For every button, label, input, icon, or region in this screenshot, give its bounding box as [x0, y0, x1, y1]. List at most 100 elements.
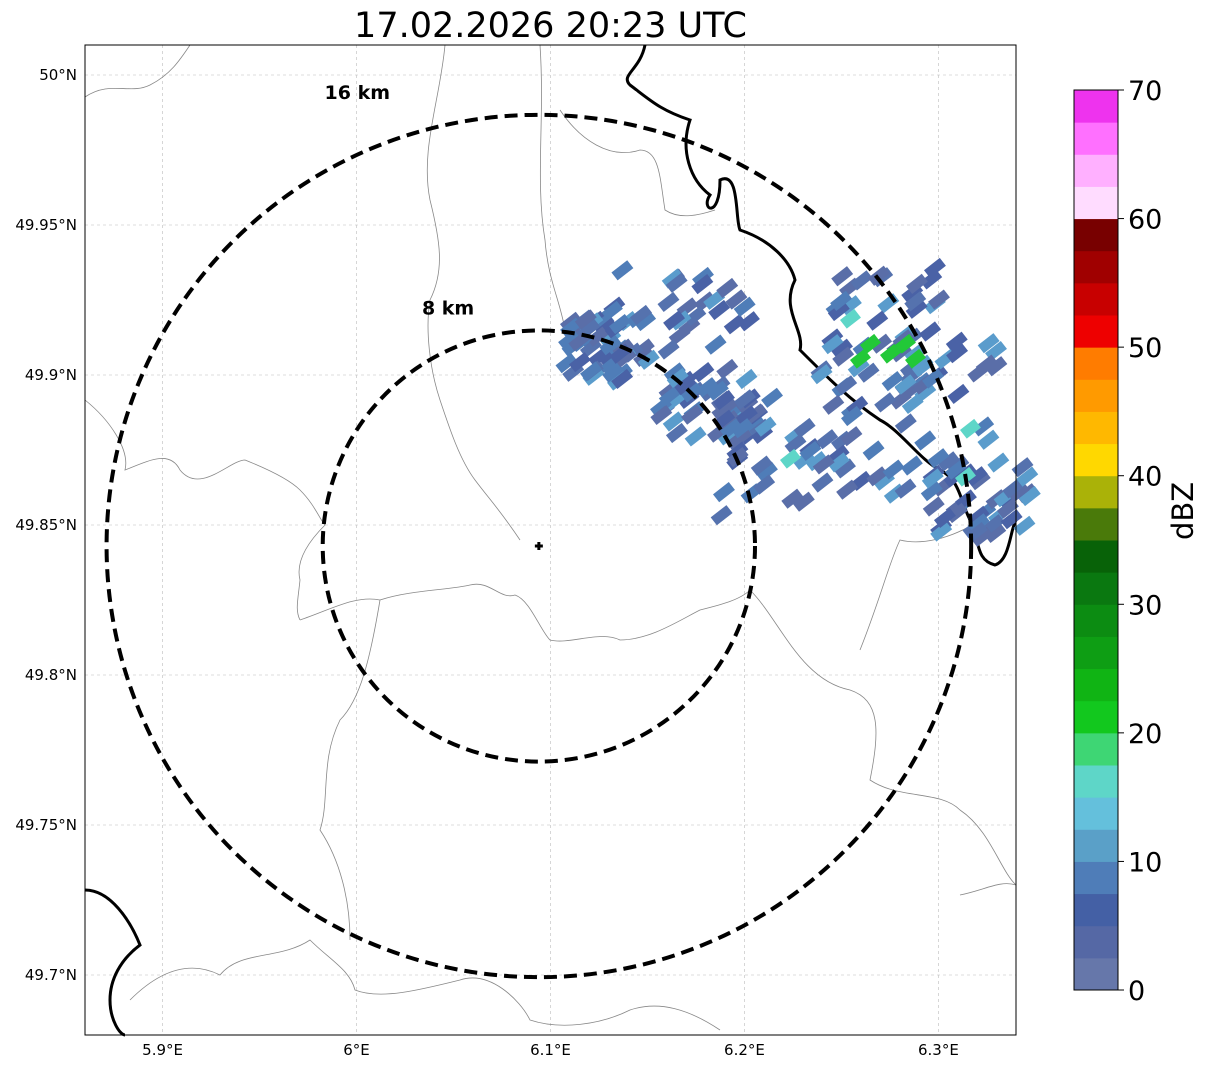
- echo-cell: [662, 411, 685, 432]
- colorbar-bin: [1074, 572, 1118, 605]
- echo-cell: [1011, 457, 1034, 478]
- border-line: [559, 109, 716, 217]
- y-tick-label: 49.85°N: [15, 516, 77, 534]
- y-tick-label: 49.8°N: [25, 666, 77, 684]
- echo-cell-strong: [880, 343, 901, 364]
- echo-cell: [665, 272, 688, 293]
- echo-cell: [630, 304, 653, 326]
- echo-cell: [663, 310, 686, 331]
- echo-cell: [713, 482, 735, 503]
- echo-cell: [947, 383, 970, 405]
- echo-cell: [680, 404, 703, 425]
- colorbar-bin: [1074, 379, 1118, 412]
- echo-cell: [866, 310, 889, 331]
- x-tick-label: 5.9°E: [142, 1041, 183, 1059]
- range-rings: 8 km 16 km: [104, 82, 974, 980]
- echo-cell-mid: [780, 448, 801, 469]
- echo-cell: [716, 277, 739, 299]
- colorbar-tick-label: 70: [1128, 76, 1162, 107]
- echo-cell-strong: [860, 333, 881, 354]
- colorbar-bin: [1074, 475, 1118, 509]
- echo-cell: [894, 374, 917, 395]
- colorbar-bin: [1074, 797, 1118, 830]
- echo-cell: [904, 291, 927, 312]
- echo-cell: [691, 274, 714, 295]
- echo-cell-mid: [840, 308, 861, 329]
- echo-cell: [735, 368, 758, 390]
- echo-cell: [905, 273, 928, 294]
- axis-ticks: 5.9°E 6°E 6.1°E 6.2°E 6.3°E 50°N 49.95°N 49.9°N…: [15, 66, 959, 1059]
- colorbar-bin: [1074, 154, 1118, 187]
- colorbar: 0 10 20 30 40 50 60 70: [1073, 76, 1162, 1007]
- echo-cell: [755, 461, 778, 482]
- echo-cell-strong: [905, 348, 926, 369]
- border-line: [959, 883, 1017, 896]
- echo-cell: [870, 333, 893, 354]
- echo-cell: [1000, 509, 1023, 530]
- x-tick-label: 6.3°E: [918, 1041, 959, 1059]
- echo-cell: [658, 386, 681, 407]
- echo-cell: [862, 440, 885, 461]
- echo-cell: [657, 291, 680, 313]
- echo-cell: [914, 430, 937, 451]
- echo-cell: [832, 346, 855, 367]
- echo-cell: [889, 389, 912, 410]
- echo-cell: [657, 339, 680, 360]
- echo-cell: [602, 362, 625, 383]
- x-tick-label: 6.2°E: [724, 1041, 765, 1059]
- echo-cell: [586, 326, 609, 347]
- colorbar-bin: [1074, 250, 1118, 284]
- echo-cell: [650, 404, 673, 426]
- echo-cell: [894, 413, 917, 434]
- colorbar-tick-label: 40: [1128, 462, 1162, 493]
- echo-cell: [831, 338, 853, 359]
- colorbar-bin: [1074, 636, 1118, 670]
- colorbar-bin: [1074, 765, 1118, 798]
- echo-cell: [731, 418, 754, 439]
- echo-cell: [665, 422, 688, 444]
- echo-cell: [710, 505, 733, 526]
- echo-cell: [799, 440, 822, 462]
- echo-cell: [1018, 485, 1041, 507]
- colorbar-bin: [1074, 829, 1118, 862]
- border-line: [539, 44, 566, 331]
- echo-cell: [945, 331, 968, 352]
- echo-cell: [761, 387, 784, 408]
- echo-cell: [827, 300, 850, 322]
- echo-cell: [914, 382, 937, 403]
- echo-cell: [821, 334, 844, 355]
- echo-cell: [611, 260, 634, 281]
- echo-cell: [716, 358, 739, 380]
- echo-cell: [684, 305, 707, 327]
- colorbar-bin: [1074, 315, 1118, 348]
- echo-cell: [866, 466, 889, 487]
- echo-cell: [830, 290, 853, 311]
- border-line: [749, 589, 1017, 886]
- range-ring: [104, 112, 974, 980]
- colorbar-bin: [1074, 186, 1118, 220]
- echo-cell: [805, 451, 828, 472]
- echo-cell: [831, 266, 854, 287]
- echo-cell: [841, 405, 863, 427]
- echo-cell: [984, 522, 1007, 544]
- x-tick-label: 6°E: [343, 1041, 370, 1059]
- echo-cell: [857, 362, 880, 383]
- echo-cell: [997, 498, 1019, 519]
- echo-cell: [977, 429, 1000, 450]
- border-line: [84, 44, 191, 98]
- echo-cell: [696, 377, 719, 398]
- echo-cell: [716, 397, 739, 418]
- echo-cell: [811, 472, 834, 493]
- echo-cell: [816, 429, 839, 450]
- colorbar-tick-label: 10: [1128, 847, 1162, 878]
- echo-cell: [792, 491, 815, 512]
- colorbar-bin: [1074, 282, 1118, 316]
- y-tick-label: 49.9°N: [25, 366, 77, 384]
- echo-cell: [793, 417, 816, 439]
- echo-cell: [734, 389, 756, 410]
- colorbar-bin: [1074, 604, 1118, 637]
- colorbar-bin: [1074, 861, 1118, 895]
- echo-cell: [781, 488, 804, 509]
- echo-cell: [850, 270, 873, 291]
